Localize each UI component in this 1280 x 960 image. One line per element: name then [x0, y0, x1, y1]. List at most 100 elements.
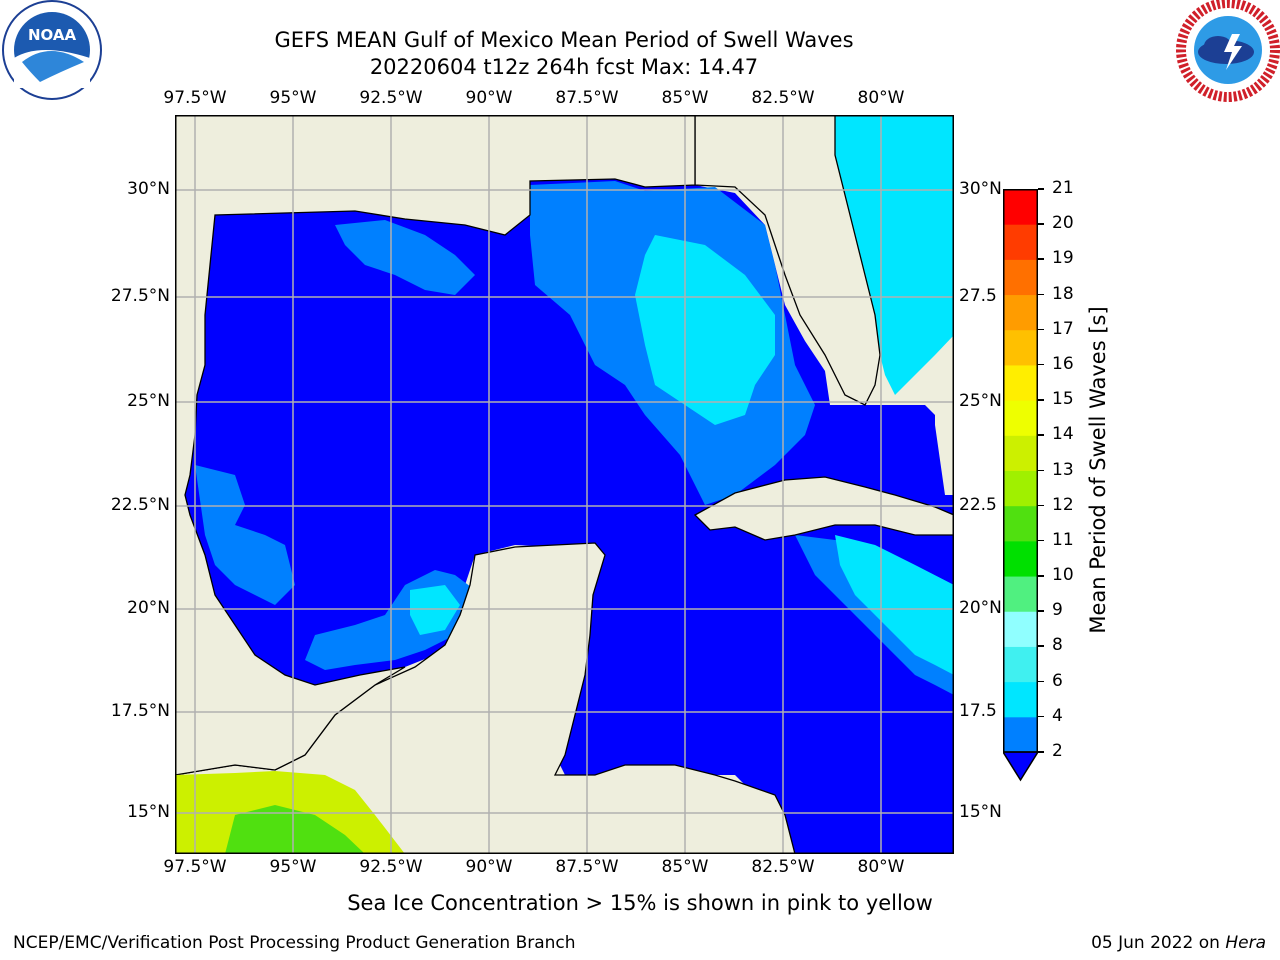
- latitude-label: 25°N: [959, 391, 1002, 411]
- colorbar-title: Mean Period of Swell Waves [s]: [1086, 306, 1110, 634]
- latitude-label: 20°N: [127, 598, 170, 618]
- swell-band-4s-north: [335, 220, 475, 295]
- colorbar-tick-label: 20: [1052, 213, 1074, 234]
- map-panel: [174, 114, 955, 855]
- longitude-label: 90°W: [465, 88, 513, 108]
- latitude-label: 22.5: [959, 495, 997, 515]
- colorbar-segment: [1003, 540, 1038, 577]
- colorbar-segment: [1003, 716, 1038, 753]
- map-frame: [175, 115, 954, 854]
- longitude-label: 85°W: [661, 88, 709, 108]
- colorbar-tick: [1038, 539, 1044, 542]
- colorbar-segment: [1003, 505, 1038, 542]
- colorbar-segment: [1003, 294, 1038, 331]
- colorbar-tick: [1038, 469, 1044, 471]
- colorbar-segment: [1003, 224, 1038, 260]
- colorbar-tick: [1038, 645, 1044, 647]
- swell-band-6s-atlantic: [835, 115, 954, 395]
- longitude-label: 92.5°W: [359, 88, 423, 108]
- latitude-label: 30°N: [127, 179, 170, 199]
- latitude-label: 27.5°N: [110, 286, 170, 306]
- latitude-label: 22.5°N: [110, 495, 170, 515]
- footer-date: 05 Jun 2022 on Hera: [1091, 933, 1266, 953]
- latitude-label: 25°N: [127, 391, 170, 411]
- colorbar-tick-label: 10: [1052, 565, 1074, 586]
- colorbar-tick-label: 16: [1052, 353, 1074, 374]
- colorbar-tick: [1038, 328, 1044, 331]
- gridlines: [175, 115, 954, 854]
- colorbar-segment: [1003, 259, 1038, 296]
- latitude-label: 17.5: [959, 701, 997, 721]
- latitude-label: 20°N: [959, 598, 1002, 618]
- latitude-label: 30°N: [959, 179, 1002, 199]
- longitude-label: 82.5°W: [751, 88, 815, 108]
- colorbar-tick-label: 21: [1052, 178, 1074, 198]
- noaa-logo: NOAA: [0, 0, 104, 104]
- colorbar-tick-label: 4: [1052, 705, 1063, 726]
- colorbar-tick: [1038, 504, 1044, 507]
- pacific-field-inner: [225, 805, 365, 854]
- swell-band-6s-bay: [410, 585, 460, 635]
- colorbar-tick: [1038, 363, 1044, 366]
- colorbar-tick-label: 11: [1052, 529, 1074, 550]
- colorbar-tick: [1038, 293, 1044, 296]
- mexico-land: [174, 114, 696, 776]
- colorbar-tick-label: 6: [1052, 670, 1063, 691]
- longitude-label: 82.5°W: [751, 857, 815, 877]
- latitude-label: 17.5°N: [110, 701, 170, 721]
- colorbar-tick: [1038, 715, 1044, 718]
- colorbar: [1001, 189, 1040, 793]
- longitude-label: 85°W: [661, 857, 709, 877]
- colorbar-tick-label: 19: [1052, 248, 1074, 269]
- swell-band-6s-caribbean: [835, 535, 954, 675]
- longitude-label: 97.5°W: [163, 857, 227, 877]
- colorbar-extend-arrow: [1001, 751, 1040, 782]
- colorbar-tick: [1038, 188, 1044, 190]
- colorbar-segment: [1003, 329, 1038, 366]
- colorbar-segment: [1003, 400, 1038, 436]
- footer-host: Hera: [1225, 933, 1266, 953]
- colorbar-segment: [1003, 189, 1038, 225]
- map-canvas: [174, 114, 955, 855]
- colorbar-tick-label: 13: [1052, 459, 1074, 480]
- colorbar-tick-label: 15: [1052, 389, 1074, 410]
- longitude-label: 92.5°W: [359, 857, 423, 877]
- colorbar-segment: [1003, 364, 1038, 401]
- longitude-label: 95°W: [269, 88, 317, 108]
- colorbar-tick: [1038, 434, 1044, 436]
- longitude-label: 97.5°W: [163, 88, 227, 108]
- colorbar-segment: [1003, 646, 1038, 683]
- swell-band-6s: [635, 235, 775, 425]
- colorbar-tick-label: 12: [1052, 494, 1074, 515]
- latitude-label: 15°N: [959, 802, 1002, 822]
- sea-ice-note: Sea Ice Concentration > 15% is shown in …: [347, 891, 933, 915]
- longitude-label: 87.5°W: [555, 857, 619, 877]
- longitude-label: 95°W: [269, 857, 317, 877]
- colorbar-tick-label: 8: [1052, 635, 1063, 656]
- longitude-label: 80°W: [857, 857, 905, 877]
- colorbar-tick-label: 2: [1052, 741, 1063, 761]
- colorbar-tick-label: 18: [1052, 283, 1074, 304]
- colorbar-segment: [1003, 435, 1038, 471]
- chart-subtitle: 20220604 t12z 264h fcst Max: 14.47: [369, 55, 759, 79]
- colorbar-segment: [1003, 681, 1038, 718]
- noaa-logo-text: NOAA: [28, 26, 77, 44]
- colorbar-tick: [1038, 223, 1044, 225]
- colorbar-tick: [1038, 258, 1044, 260]
- colorbar-tick: [1038, 751, 1044, 753]
- footer-credit: NCEP/EMC/Verification Post Processing Pr…: [13, 933, 576, 953]
- chart-title: GEFS MEAN Gulf of Mexico Mean Period of …: [274, 28, 854, 52]
- colorbar-tick: [1038, 575, 1044, 577]
- nws-logo: [1176, 0, 1280, 104]
- longitude-label: 80°W: [857, 88, 905, 108]
- florida-land: [694, 114, 881, 406]
- colorbar-tick-label: 9: [1052, 600, 1063, 621]
- colorbar-scale: [1001, 189, 1040, 782]
- colorbar-tick: [1038, 399, 1044, 401]
- colorbar-segment: [1003, 576, 1038, 612]
- longitude-label: 90°W: [465, 857, 513, 877]
- swell-band-4s-sw: [195, 465, 295, 605]
- colorbar-tick-label: 14: [1052, 424, 1074, 445]
- colorbar-tick-label: 17: [1052, 318, 1074, 339]
- colorbar-segment: [1003, 611, 1038, 647]
